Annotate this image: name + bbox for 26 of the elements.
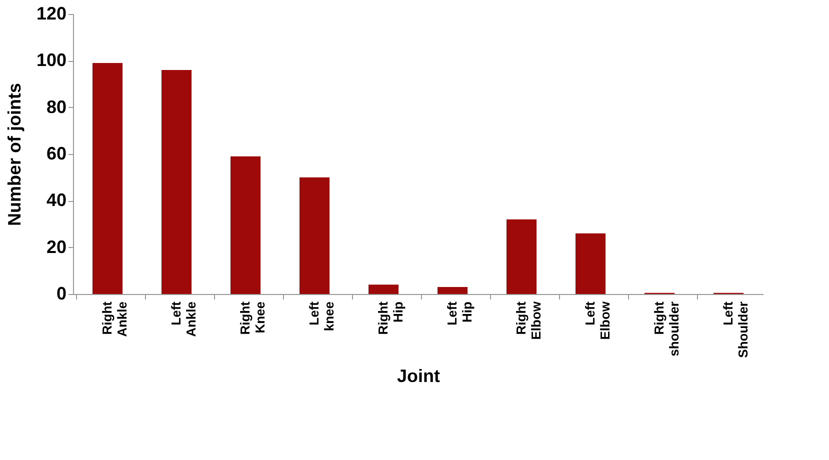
x-tick-label: Left Ankle (168, 300, 198, 337)
bar (162, 70, 192, 294)
y-tick-label: 120 (36, 4, 66, 24)
x-tick-label: Left Hip (444, 300, 474, 326)
bar (506, 219, 536, 294)
y-axis-title: Number of joints (4, 83, 24, 226)
x-tick-label: Right shoulder (652, 300, 682, 356)
x-tick-label: Right Elbow (514, 300, 544, 340)
x-tick-label: Left knee (306, 300, 336, 332)
y-tick-label: 40 (46, 190, 66, 210)
x-tick-label: Right Knee (238, 300, 268, 335)
y-tick-label: 80 (46, 96, 66, 117)
bar (230, 156, 260, 294)
x-tick-label: Right Ankle (100, 300, 130, 337)
x-axis-title: Joint (397, 366, 440, 386)
bar (576, 233, 606, 294)
bar (300, 177, 330, 294)
bar (368, 284, 398, 294)
y-tick-label: 0 (56, 284, 66, 304)
x-tick-label: Left Elbow (582, 300, 612, 340)
x-tick-label: Right Hip (376, 300, 406, 335)
y-tick-label: 60 (46, 144, 66, 164)
bar (92, 63, 122, 294)
bar (438, 287, 468, 294)
y-tick-label: 100 (36, 50, 66, 70)
y-tick-label: 20 (46, 236, 66, 257)
